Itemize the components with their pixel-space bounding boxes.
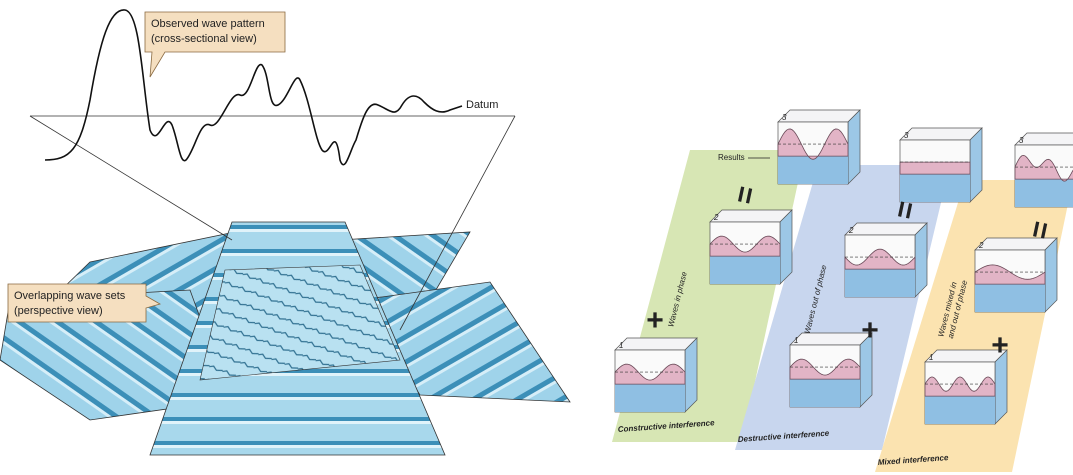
box-side <box>780 210 792 284</box>
box-top <box>615 338 697 350</box>
box-side <box>848 110 860 184</box>
box-label: 1 <box>794 336 798 345</box>
box-side <box>685 338 697 412</box>
datum-label: Datum <box>466 99 498 111</box>
water <box>845 269 915 297</box>
water <box>778 156 848 184</box>
box-label: 2 <box>713 213 719 222</box>
water <box>790 379 860 407</box>
box-top <box>778 110 860 122</box>
results-label: Results <box>718 153 745 162</box>
box-label: 3 <box>1019 136 1024 145</box>
box-label: 3 <box>904 131 909 140</box>
overlap-callout: Overlapping wave sets (perspective view) <box>8 284 160 322</box>
wave-section <box>900 162 970 174</box>
box-label: 2 <box>848 226 854 235</box>
box-label: 3 <box>782 113 787 122</box>
callout-text: (cross-sectional view) <box>151 33 257 45</box>
box-top <box>1015 133 1073 145</box>
water <box>925 396 995 424</box>
box-label: 2 <box>978 241 984 250</box>
plus-sign: + <box>861 314 879 347</box>
box-side <box>1045 238 1057 312</box>
callout-text: Overlapping wave sets <box>14 290 126 302</box>
water <box>975 284 1045 312</box>
callout-text: Observed wave pattern <box>151 18 265 30</box>
box-top <box>790 333 872 345</box>
wave-sets <box>0 222 570 455</box>
box-side <box>970 128 982 202</box>
box-label: 1 <box>619 341 623 350</box>
water <box>615 384 685 412</box>
plus-sign: + <box>991 329 1009 362</box>
box-top <box>900 128 982 140</box>
wave-section <box>925 377 995 396</box>
box-label: 1 <box>929 353 933 362</box>
callout-text: (perspective view) <box>14 305 103 317</box>
diagram: Datum Observed wave pattern (cross-secti… <box>0 0 1073 475</box>
water <box>900 174 970 202</box>
box-top <box>710 210 792 222</box>
plus-sign: + <box>646 304 664 337</box>
box-top <box>845 223 927 235</box>
water <box>710 256 780 284</box>
water <box>1015 179 1073 207</box>
box-side <box>915 223 927 297</box>
